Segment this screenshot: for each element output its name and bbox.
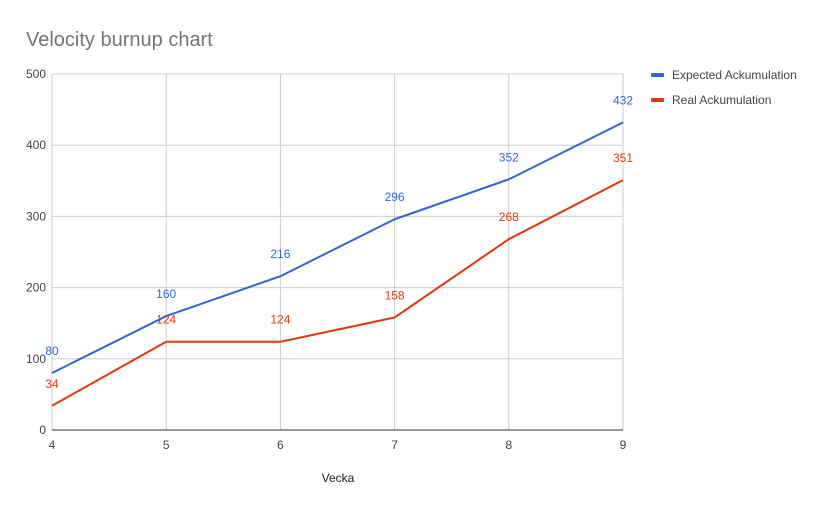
data-label: 124 <box>270 313 290 327</box>
y-tick-label: 0 <box>39 423 46 437</box>
x-tick-label: 6 <box>277 438 284 452</box>
series-group <box>51 121 624 407</box>
data-label: 160 <box>156 287 176 301</box>
y-tick-label: 300 <box>26 209 46 223</box>
y-tick-label: 100 <box>26 352 46 366</box>
x-tick-label: 4 <box>49 438 56 452</box>
data-label: 124 <box>156 313 176 327</box>
chart-title: Velocity burnup chart <box>26 29 213 51</box>
data-labels: 80 160 216 296 352 432 34 124 124 158 268 351 <box>45 93 633 390</box>
data-label: 352 <box>499 150 519 164</box>
y-tick-label: 200 <box>26 281 46 295</box>
legend[interactable]: Expected Ackumulation Real Ackumulation <box>651 68 797 107</box>
legend-item[interactable]: Expected Ackumulation <box>651 68 797 82</box>
x-tick-label: 8 <box>505 438 512 452</box>
x-tick-label: 9 <box>620 438 627 452</box>
data-label: 268 <box>499 210 519 224</box>
legend-swatch <box>651 98 664 102</box>
x-axis-ticks: 4 5 6 7 8 9 <box>49 438 627 452</box>
data-label: 158 <box>385 289 405 303</box>
data-label: 216 <box>270 247 290 261</box>
y-axis-ticks: 0 100 200 300 400 500 <box>26 67 46 437</box>
x-tick-label: 7 <box>391 438 398 452</box>
y-tick-label: 400 <box>26 138 46 152</box>
legend-label: Expected Ackumulation <box>672 68 797 82</box>
legend-label: Real Ackumulation <box>672 93 771 107</box>
series-line-expected[interactable] <box>51 121 624 374</box>
data-label: 432 <box>613 93 633 107</box>
grid <box>51 73 624 430</box>
data-label: 34 <box>45 377 59 391</box>
x-axis-title: Vecka <box>322 471 355 485</box>
x-tick-label: 5 <box>163 438 170 452</box>
legend-swatch <box>651 73 664 77</box>
data-label: 296 <box>385 190 405 204</box>
legend-item[interactable]: Real Ackumulation <box>651 93 771 107</box>
series-line-real[interactable] <box>51 179 624 407</box>
data-label: 351 <box>613 151 633 165</box>
data-label: 80 <box>45 344 59 358</box>
y-tick-label: 500 <box>26 67 46 81</box>
